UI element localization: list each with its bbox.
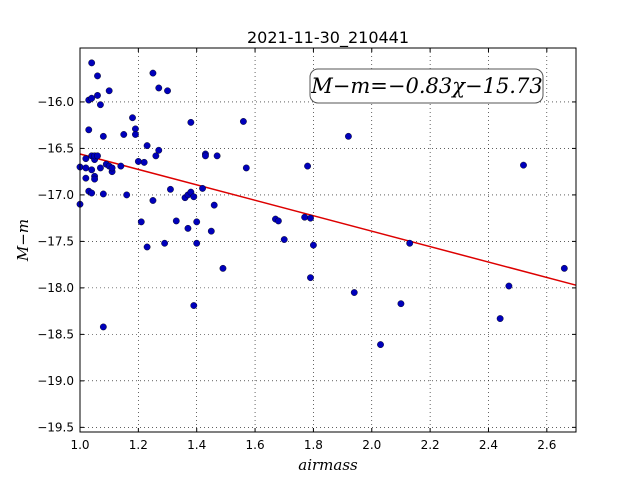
data-point [345,132,352,140]
data-point [143,142,151,150]
data-point [207,227,215,235]
data-point [406,239,414,247]
data-point [123,191,131,199]
data-point [137,218,145,226]
data-point [88,59,96,67]
data-point [219,264,227,272]
y-tick-label: −18.0 [37,281,74,295]
data-point [149,197,157,204]
data-point [274,217,282,225]
data-point [167,185,174,193]
data-point [94,72,101,80]
data-point [213,152,221,160]
x-tick-label: 2.6 [537,438,556,452]
y-tick-label: −17.0 [37,188,74,202]
x-tick-label: 1.4 [187,438,206,452]
annotation-box [309,68,544,104]
data-point [350,289,358,296]
data-point [99,132,107,140]
y-tick-label: −16.0 [37,95,74,109]
data-point [164,87,171,95]
data-point [82,174,90,182]
annotation-text: M−m=−0.83χ−15.73 [310,74,542,98]
data-point [149,69,157,77]
data-point [97,164,104,172]
data-point [129,114,136,122]
data-point [172,217,180,225]
data-point [155,84,163,92]
data-point [94,152,101,160]
y-tick-label: −19.5 [37,420,74,434]
data-point [210,201,218,209]
data-point [85,126,93,134]
y-tick-label: −16.5 [37,141,74,155]
data-point [134,158,142,165]
ticks [79,48,576,432]
data-point [242,164,250,172]
y-tick-label: −17.5 [37,234,74,248]
data-point [199,184,206,192]
data-point [239,118,247,125]
data-point [307,274,314,282]
chart-title: 2021-11-30_210441 [247,28,409,48]
data-point [190,302,198,309]
data-point [310,241,317,249]
data-point [280,236,288,243]
data-point [120,131,128,138]
data-point [82,164,90,172]
x-tick-label: 1.8 [304,438,323,452]
y-tick-labels: −16.0 −16.5 −17.0 −17.5 −18.0 −18.5 −19.0 −19.5 [37,95,74,434]
x-tick-label: 2.2 [421,438,440,452]
y-tick-label: −19.0 [37,374,74,388]
data-point [193,239,201,247]
data-point [161,239,169,247]
data-point [152,152,160,160]
x-tick-labels: 1.0 1.2 1.4 1.6 1.8 2.0 2.2 2.4 2.6 [70,438,556,452]
data-point [520,161,527,169]
x-tick-label: 1.2 [129,438,148,452]
data-point [88,189,96,197]
data-point [187,118,195,126]
data-point [505,282,513,290]
data-point [496,315,504,322]
y-axis-label: M−m [14,219,32,262]
data-point [397,300,405,308]
data-point [108,164,116,172]
data-point [88,94,96,102]
x-tick-label: 1.0 [70,438,89,452]
x-axis-label: airmass [298,456,358,474]
fit-annotation: M−m=−0.83χ−15.73 [309,68,544,104]
data-point [99,323,107,331]
data-point [88,166,96,174]
data-point [94,92,101,99]
fit-line [79,153,577,286]
data-point [202,152,209,160]
data-point [140,158,148,166]
plot-frame [79,47,577,433]
data-point [304,162,311,170]
data-point [307,214,314,222]
data-point [117,162,125,170]
data-point [105,87,113,95]
data-point [184,224,192,232]
data-point [190,193,198,201]
data-point [132,131,139,138]
x-tick-label: 1.6 [246,438,265,452]
data-point [377,341,384,349]
data-point [301,213,309,221]
data-point [155,146,163,154]
fit-line-group [79,153,577,286]
data-point [82,155,90,163]
x-tick-label: 2.0 [362,438,381,452]
data-point [99,190,107,198]
data-point [560,264,568,272]
data-point [91,175,98,183]
y-tick-label: −18.5 [37,327,74,341]
data-point [143,243,151,251]
x-tick-label: 2.4 [479,438,498,452]
data-points [76,59,568,349]
data-point [193,218,201,226]
data-point [97,101,104,109]
